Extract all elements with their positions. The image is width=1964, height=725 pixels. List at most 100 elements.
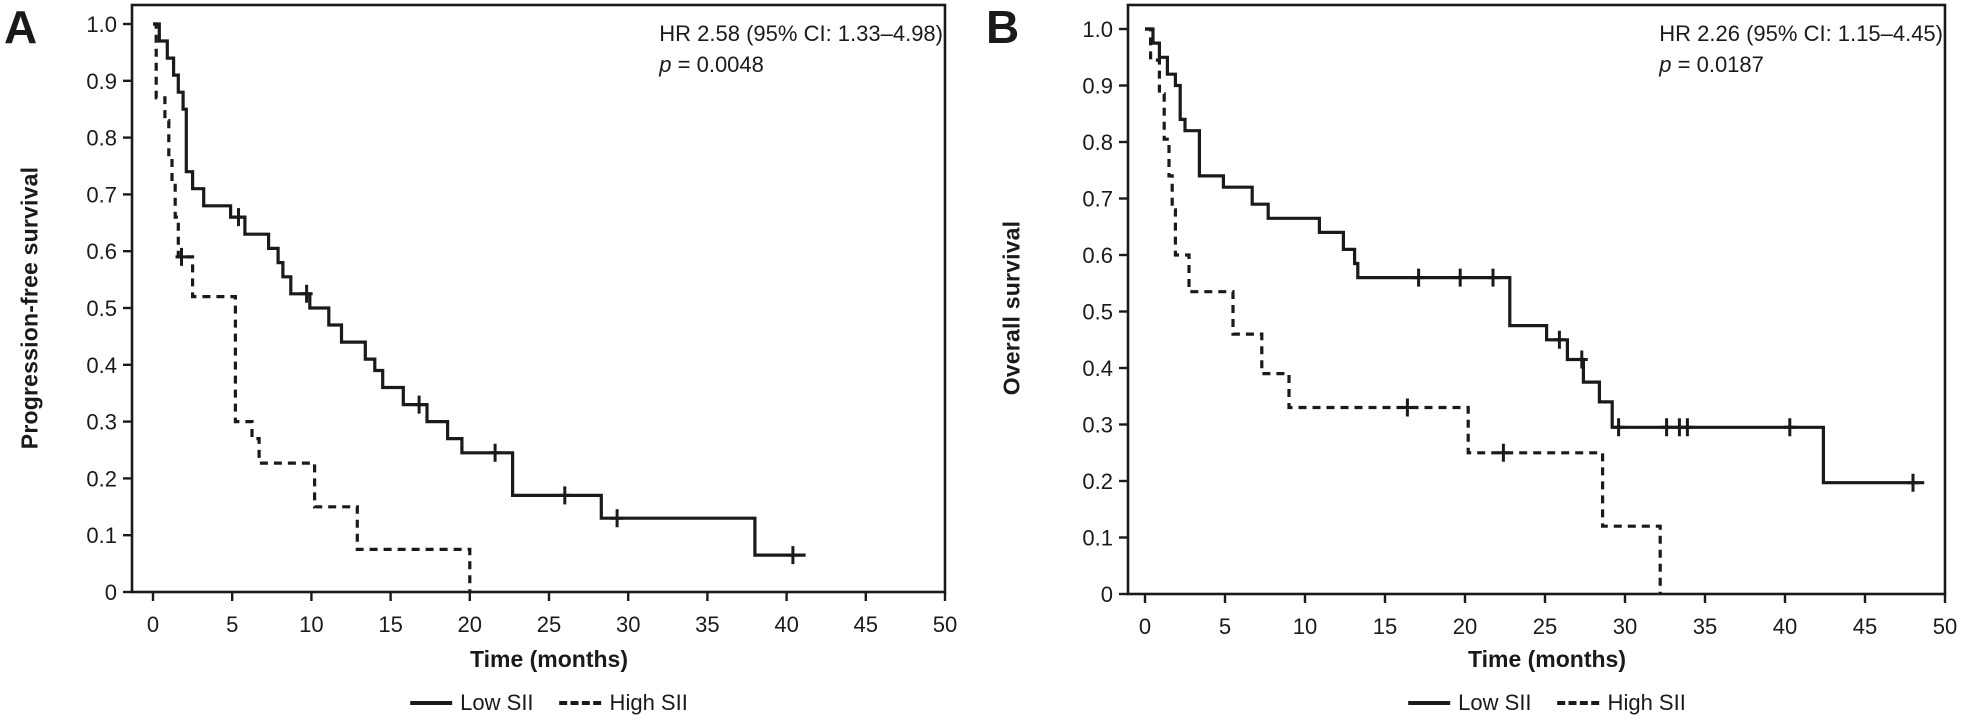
x-tick-label: 50 [933,612,957,637]
censor-mark-high-sii [1401,398,1414,417]
x-tick-label: 15 [1373,614,1397,639]
p-symbol: p [1659,52,1672,77]
censor-mark-low-sii [300,284,313,303]
y-tick-label: 0.2 [1082,469,1113,494]
x-tick-label: 35 [695,612,719,637]
hr-annotation: HR 2.58 (95% CI: 1.33–4.98) p = 0.0048 [659,18,943,80]
censor-mark-low-sii [1487,268,1499,287]
p-symbol: p [659,52,672,77]
x-tick-label: 5 [226,612,238,637]
y-tick-label: 0.6 [1082,243,1113,268]
y-tick-label: 0.5 [86,296,117,321]
censor-mark-high-sii [175,247,188,266]
censor-mark-low-sii [1681,418,1694,437]
legend-item-low-sii: Low SII [410,690,534,716]
censor-mark-low-sii [611,509,624,528]
y-tick-label: 0.8 [86,126,117,151]
dashed-line-sample-icon [1557,701,1600,705]
x-tick-label: 0 [147,612,159,637]
censor-mark-low-sii [489,443,502,462]
x-tick-label: 30 [616,612,640,637]
x-tick-label: 45 [1853,614,1877,639]
km-plot-a: 0 5 10 15 20 25 30 35 40 45 50 1.0 0.9 0.8 0.7 0.6 0.5 0.… [86,3,957,637]
x-tick-label: 10 [1293,614,1317,639]
legend-label-low-sii: Low SII [1458,690,1532,715]
censor-mark-high-sii [1497,443,1510,462]
legend-label-high-sii: High SII [609,690,688,715]
y-tick-label: 0.7 [1082,187,1113,212]
p-value-text: p = 0.0048 [659,49,943,80]
axis-box [1126,3,1947,596]
p-value: = 0.0048 [671,52,764,77]
panel-letter-a: A [4,1,38,53]
censor-mark-low-sii [1783,418,1796,437]
x-tick-label: 25 [537,612,561,637]
y-tick-label: 1.0 [1082,17,1113,42]
x-tick-label: 20 [458,612,482,637]
y-tick-label: 0.8 [1082,130,1113,155]
panel-a: 0 5 10 15 20 25 30 35 40 45 50 1.0 0.9 0.8 0.7 0.6 0.5 0.… [4,1,957,716]
dashed-line-sample-icon [559,701,602,705]
x-tick-label: 30 [1613,614,1637,639]
y-tick-label: 0 [1101,582,1113,607]
censor-mark-low-sii [1412,268,1425,287]
hr-annotation: HR 2.26 (95% CI: 1.15–4.45) p = 0.0187 [1659,18,1943,80]
x-tick-label: 40 [1773,614,1797,639]
censor-mark-low-sii [558,486,571,505]
x-tick-label: 10 [299,612,323,637]
solid-line-sample-icon [410,701,453,705]
axis-box [130,3,947,594]
p-value: = 0.0187 [1671,52,1764,77]
km-plot-b: 0 5 10 15 20 25 30 35 40 45 50 1.0 0.9 0.8 0.7 0.6 0.5 0.… [1082,3,1957,639]
x-tick-label: 35 [1693,614,1717,639]
y-tick-label: 0.1 [86,523,117,548]
hr-text: HR 2.58 (95% CI: 1.33–4.98) [659,21,943,46]
censor-mark-low-sii [232,208,245,227]
legend-item-high-sii: High SII [1557,690,1686,716]
x-axis-label: Time (months) [1467,646,1627,672]
legend-label-low-sii: Low SII [460,690,534,715]
x-tick-label: 45 [854,612,878,637]
censor-mark-low-sii [413,395,426,414]
x-tick-label: 15 [378,612,402,637]
censor-mark-low-sii [1612,418,1625,437]
censor-mark-low-sii [1660,418,1673,437]
x-tick-label: 50 [1933,614,1957,639]
legend-item-low-sii: Low SII [1408,690,1532,716]
y-tick-label: 0.4 [86,353,117,378]
y-axis-label: Overall survival [998,220,1025,396]
km-curve-low-sii [153,22,806,557]
solid-line-sample-icon [1408,701,1451,705]
y-tick-label: 0.9 [1082,74,1113,99]
y-axis-label: Progression-free survival [16,166,43,450]
y-tick-label: 0 [105,580,117,605]
p-value-text: p = 0.0187 [1659,49,1943,80]
legend-item-high-sii: High SII [559,690,688,716]
x-tick-label: 0 [1139,614,1151,639]
y-tick-label: 0.3 [1082,413,1113,438]
censor-mark-low-sii [786,546,799,565]
y-tick-label: 0.3 [86,410,117,435]
km-curve-high-sii [153,22,472,592]
hr-text: HR 2.26 (95% CI: 1.15–4.45) [1659,21,1943,46]
panel-letter-b: B [986,1,1020,53]
x-axis-label: Time (months) [469,646,629,672]
censor-mark-low-sii [1553,330,1566,349]
x-tick-label: 20 [1453,614,1477,639]
x-tick-label: 25 [1533,614,1557,639]
km-curve-low-sii [1145,27,1925,485]
censor-mark-low-sii [1907,473,1919,492]
x-tick-label: 40 [774,612,798,637]
legend: Low SII High SII [1408,690,1686,716]
y-tick-label: 0.5 [1082,300,1113,325]
legend: Low SII High SII [410,690,688,716]
y-tick-label: 0.4 [1082,356,1113,381]
y-tick-label: 0.6 [86,239,117,264]
y-tick-label: 0.9 [86,69,117,94]
y-tick-label: 1.0 [86,12,117,37]
panel-b: 0 5 10 15 20 25 30 35 40 45 50 1.0 0.9 0.8 0.7 0.6 0.5 0.… [982,0,1964,725]
legend-label-high-sii: High SII [1607,690,1686,715]
y-tick-label: 0.7 [86,182,117,207]
y-tick-label: 0.1 [1082,526,1113,551]
